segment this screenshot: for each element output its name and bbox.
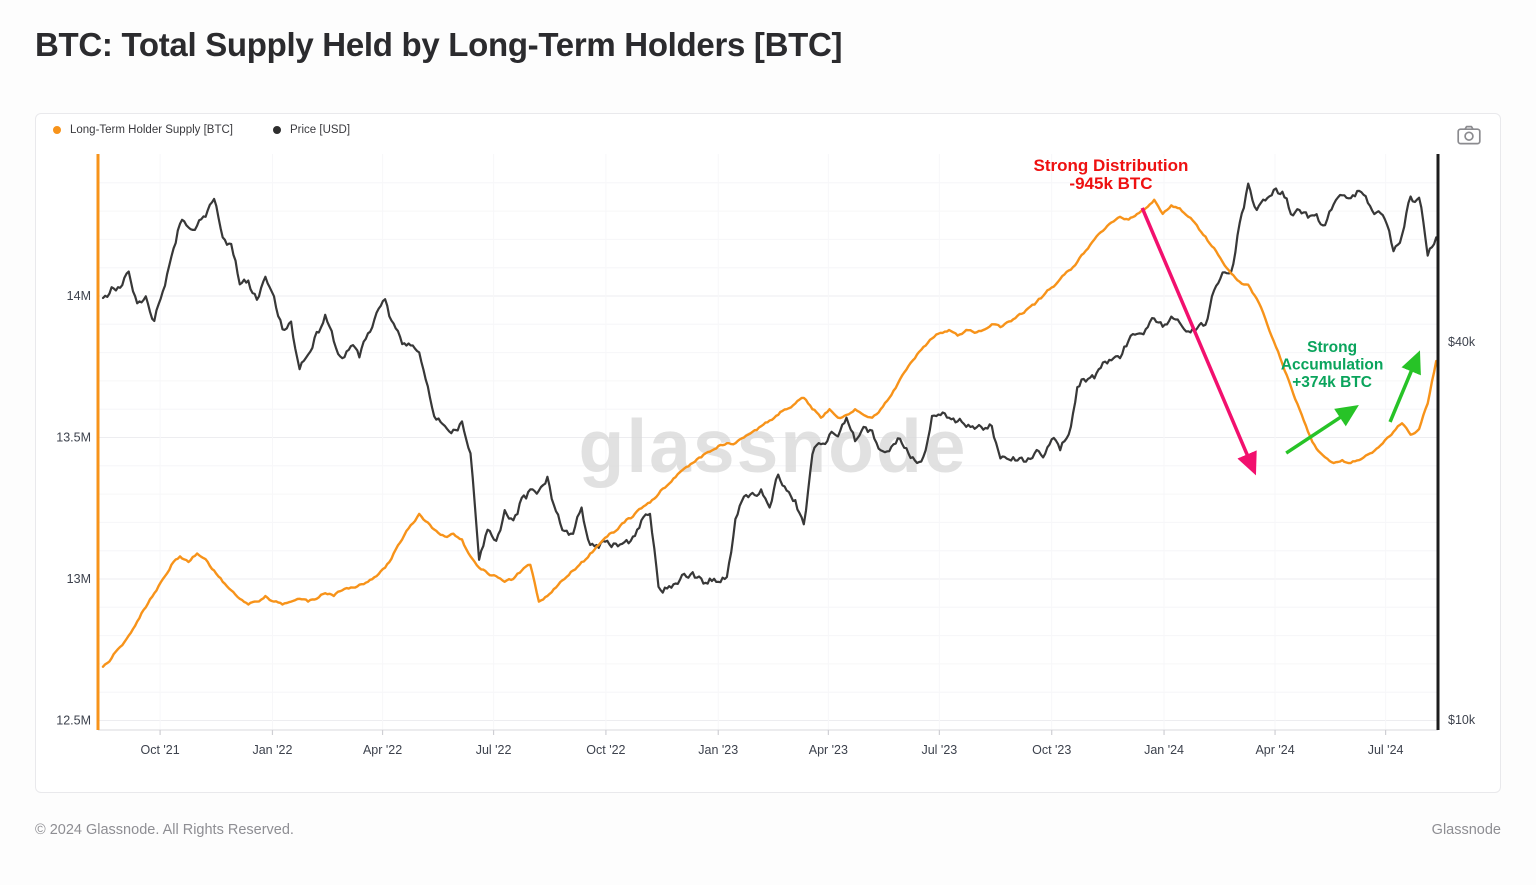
x-axis-label: Oct '23 (1032, 743, 1071, 757)
footer: © 2024 Glassnode. All Rights Reserved. G… (35, 822, 1501, 838)
distribution-arrow (1140, 207, 1257, 476)
x-axis-label: Jul '24 (1368, 743, 1404, 757)
distribution-annotation: Strong Distribution-945k BTC (1034, 156, 1189, 193)
gridlines (98, 154, 1438, 730)
accumulation-annotation-text: Accumulation (1281, 356, 1383, 373)
x-axis-label: Oct '21 (140, 743, 179, 757)
x-axis-label: Jan '22 (252, 743, 292, 757)
x-axis-label: Apr '24 (1255, 743, 1294, 757)
legend-item-price[interactable]: Price [USD] (272, 124, 351, 136)
supply-series-line (101, 198, 1438, 668)
price-legend-label: Price [USD] (289, 124, 351, 136)
x-axis-label: Oct '22 (586, 743, 625, 757)
distribution-annotation-text: Strong Distribution (1034, 156, 1189, 175)
y-axis-label-left: 14M (67, 289, 91, 303)
y-axis-left-labels: 14M 13.5M 13M 12.5M (56, 289, 91, 728)
page-title: BTC: Total Supply Held by Long-Term Hold… (35, 26, 843, 63)
accumulation-arrow-2 (1388, 350, 1421, 423)
legend: Long-Term Holder Supply [BTC] Price [USD… (53, 124, 350, 136)
y-axis-right-labels: $40k $10k (1448, 335, 1476, 727)
x-axis: Oct '21 Jan '22 Apr '22 Jul '22 Oct '22 Jan '… (98, 729, 1438, 757)
accumulation-annotation-text: Strong (1307, 339, 1357, 356)
supply-legend-label: Long-Term Holder Supply [BTC] (70, 124, 233, 136)
y-axis-label-right: $10k (1448, 713, 1476, 727)
price-legend-dot-icon (272, 126, 281, 134)
brand-text: Glassnode (1431, 822, 1501, 838)
legend-item-supply[interactable]: Long-Term Holder Supply [BTC] (53, 124, 233, 136)
chart-card: Long-Term Holder Supply [BTC] Price [USD… (35, 113, 1501, 793)
price-series-line (101, 182, 1438, 594)
y-axis-label-left: 12.5M (56, 714, 91, 728)
x-axis-label: Apr '23 (809, 743, 848, 757)
y-axis-label-right: $40k (1448, 335, 1476, 349)
accumulation-annotation-text: +374k BTC (1292, 374, 1372, 391)
camera-icon (1457, 125, 1481, 145)
screenshot-button[interactable] (1456, 125, 1482, 147)
x-axis-label: Jan '24 (1144, 743, 1184, 757)
copyright-text: © 2024 Glassnode. All Rights Reserved. (35, 822, 294, 838)
x-axis-label: Jan '23 (698, 743, 738, 757)
chart-plot-area[interactable]: Oct '21 Jan '22 Apr '22 Jul '22 Oct '22 Jan '… (36, 114, 1500, 792)
accumulation-arrow-1 (1285, 405, 1359, 455)
y-axis-label-left: 13M (67, 572, 91, 586)
y-axis-label-left: 13.5M (56, 431, 91, 445)
x-axis-label: Jul '22 (476, 743, 512, 757)
x-axis-label: Apr '22 (363, 743, 402, 757)
x-axis-label: Jul '23 (921, 743, 957, 757)
glassnode-watermark: glassnode (579, 404, 968, 488)
distribution-annotation-text: -945k BTC (1069, 174, 1152, 193)
supply-legend-dot-icon (53, 126, 61, 134)
